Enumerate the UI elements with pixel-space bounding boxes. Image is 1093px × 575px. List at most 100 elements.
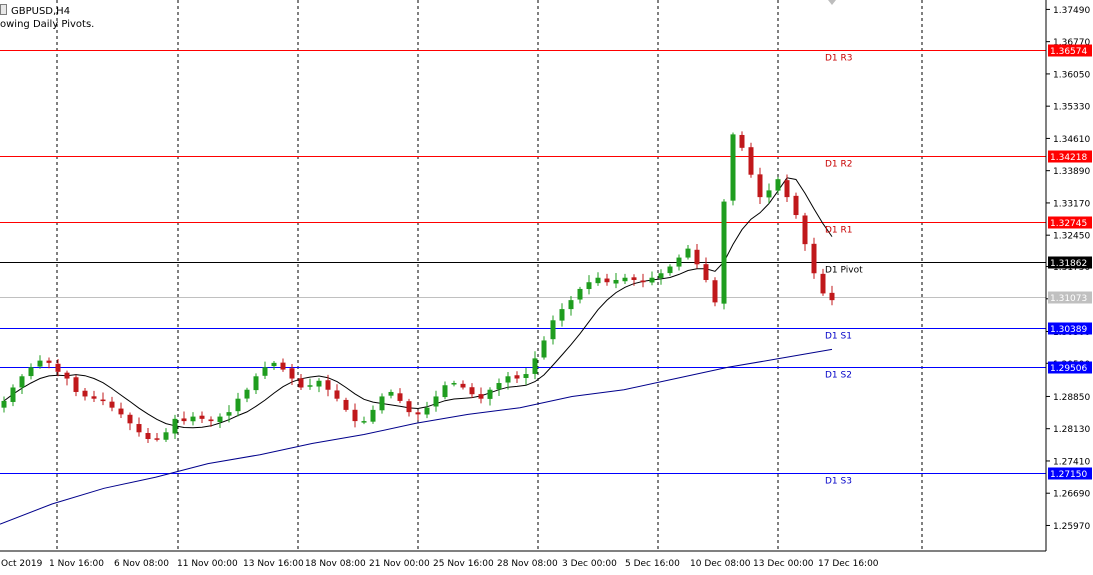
candlestick bbox=[424, 401, 430, 419]
price-axis-label: 1.34610 bbox=[1053, 135, 1090, 145]
candlestick bbox=[145, 427, 151, 443]
candlestick bbox=[10, 384, 16, 407]
pivot-price-tag bbox=[1048, 150, 1092, 163]
candle-body bbox=[379, 396, 385, 411]
candle-body bbox=[496, 383, 502, 390]
price-axis-label: 1.25970 bbox=[1053, 522, 1090, 532]
pivot-level-label: D1 S3 bbox=[825, 477, 852, 487]
candlestick bbox=[523, 368, 529, 385]
candle-body bbox=[127, 414, 133, 424]
candlestick bbox=[415, 410, 421, 421]
candlestick bbox=[244, 387, 250, 403]
candle-body bbox=[370, 409, 376, 422]
chart-shift-marker-icon[interactable] bbox=[828, 0, 836, 5]
candlestick bbox=[469, 383, 475, 399]
candlestick bbox=[280, 358, 286, 372]
candle-body bbox=[235, 398, 241, 412]
candle-body bbox=[145, 432, 151, 440]
candle-body bbox=[46, 360, 52, 363]
candlestick bbox=[190, 412, 196, 426]
candle-body bbox=[559, 309, 565, 321]
candle-body bbox=[298, 378, 304, 388]
candle-body bbox=[631, 277, 637, 280]
pivot-price-tag bbox=[1048, 361, 1092, 374]
time-axis-label: 17 Dec 16:00 bbox=[818, 559, 879, 569]
price-axis-label: 1.26690 bbox=[1053, 490, 1090, 500]
candlestick bbox=[406, 398, 412, 417]
pivot-price-tag-label: 1.34218 bbox=[1050, 153, 1087, 163]
candlestick bbox=[361, 416, 367, 425]
candlestick bbox=[829, 285, 835, 306]
candle-body bbox=[442, 385, 448, 398]
pivot-price-tag bbox=[1048, 256, 1092, 269]
candlestick bbox=[217, 413, 223, 428]
candle-body bbox=[118, 408, 124, 415]
candlestick bbox=[514, 371, 520, 383]
candlestick bbox=[532, 351, 538, 380]
candle-body bbox=[613, 279, 619, 284]
candle-body bbox=[361, 421, 367, 423]
pivot-level-label: D1 R3 bbox=[825, 54, 853, 64]
candlestick bbox=[172, 414, 178, 439]
candlestick bbox=[28, 363, 34, 380]
candlestick bbox=[730, 132, 736, 206]
candlestick bbox=[460, 380, 466, 390]
price-axis-label: 1.28130 bbox=[1053, 425, 1090, 435]
candle-body bbox=[775, 179, 781, 191]
symbol-header: GBPUSD,H4 bbox=[0, 4, 70, 17]
price-axis-label: 1.33890 bbox=[1053, 167, 1090, 177]
candle-body bbox=[406, 401, 412, 413]
candle-body bbox=[172, 418, 178, 434]
candlestick bbox=[604, 273, 610, 286]
pivot-price-tag bbox=[1048, 216, 1092, 229]
time-axis-label: 3 Dec 00:00 bbox=[562, 559, 617, 569]
candle-body bbox=[73, 377, 79, 392]
candle-body bbox=[226, 412, 232, 416]
candle-body bbox=[262, 367, 268, 376]
pivot-level-label: D1 S1 bbox=[825, 332, 852, 342]
time-axis-label: 13 Nov 16:00 bbox=[243, 559, 304, 569]
candle-body bbox=[532, 358, 538, 374]
candlestick bbox=[1, 396, 7, 413]
candle-body bbox=[199, 415, 205, 419]
candle-body bbox=[523, 374, 529, 378]
candle-body bbox=[19, 376, 25, 388]
candlestick bbox=[631, 274, 637, 286]
time-axis-label: 13 Dec 00:00 bbox=[753, 559, 814, 569]
candlestick bbox=[442, 381, 448, 400]
candle-body bbox=[712, 280, 718, 303]
candle-body bbox=[766, 190, 772, 198]
candlestick bbox=[649, 271, 655, 286]
candlestick bbox=[235, 392, 241, 417]
candlestick bbox=[289, 364, 295, 386]
candle-body bbox=[1, 400, 7, 408]
candlestick bbox=[802, 212, 808, 251]
candle-body bbox=[676, 257, 682, 267]
current-price-tag-label: 1.31073 bbox=[1050, 294, 1087, 304]
candlestick bbox=[370, 405, 376, 424]
pivot-price-tag-label: 1.30389 bbox=[1050, 325, 1087, 335]
price-axis-label: 1.36770 bbox=[1053, 38, 1090, 48]
candlestick bbox=[811, 237, 817, 279]
moving-average-slow-line bbox=[0, 348, 833, 525]
candle-body bbox=[10, 387, 16, 402]
candlestick bbox=[478, 387, 484, 404]
candle-body bbox=[91, 396, 97, 399]
candle-body bbox=[280, 362, 286, 370]
candle-body bbox=[352, 409, 358, 422]
candlestick bbox=[820, 268, 826, 296]
candlestick bbox=[64, 370, 70, 386]
candle-body bbox=[451, 383, 457, 385]
candle-body bbox=[487, 389, 493, 399]
candlestick bbox=[316, 378, 322, 393]
candlestick bbox=[199, 411, 205, 424]
time-axis-label: 11 Nov 00:00 bbox=[177, 559, 238, 569]
candlestick bbox=[82, 387, 88, 401]
candlestick bbox=[748, 142, 754, 178]
candlestick bbox=[109, 396, 115, 412]
candlestick bbox=[568, 295, 574, 316]
time-axis-label: 25 Nov 16:00 bbox=[433, 559, 494, 569]
candle-body bbox=[397, 393, 403, 401]
